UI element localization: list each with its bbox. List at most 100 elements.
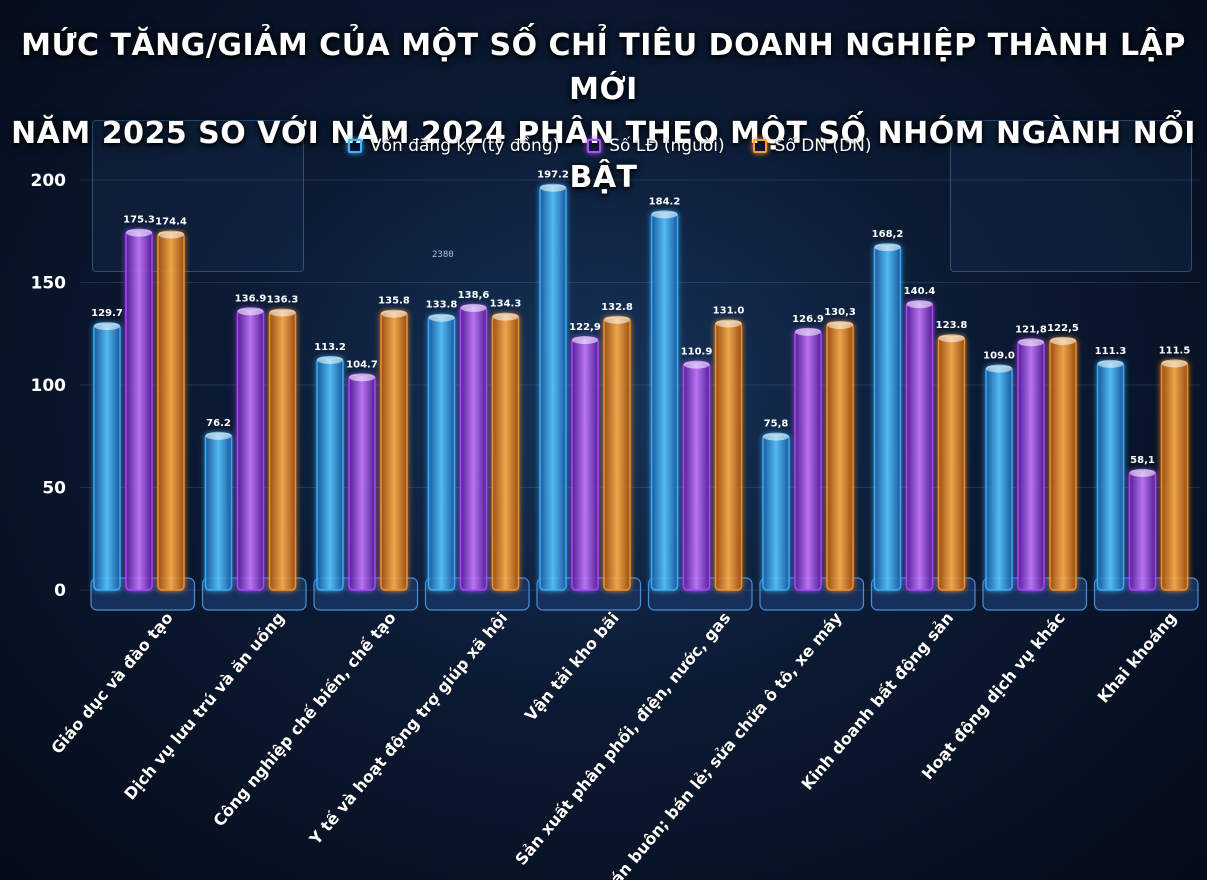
value-label-lao-dong: 122,9: [569, 322, 601, 333]
value-label-doanh-nghiep: 132.8: [601, 302, 633, 313]
bar-lao-dong: [905, 301, 934, 591]
value-label-von: 76.2: [206, 418, 231, 429]
bar-von: [873, 244, 902, 591]
bar-lao-dong: [1017, 339, 1045, 591]
legend-swatch-von: [348, 139, 362, 153]
bar-lao-dong: [682, 361, 711, 591]
bar-cap: [460, 303, 487, 312]
value-label-doanh-nghiep: 123.8: [936, 320, 968, 331]
value-label-doanh-nghiep: 136.3: [267, 295, 299, 306]
bar-doanh-nghiep: [157, 231, 185, 591]
y-tick-label: 0: [54, 581, 66, 601]
value-label-lao-dong: 58,1: [1130, 455, 1155, 466]
value-label-von: 113.2: [314, 342, 346, 353]
legend-label-von: Vốn đăng ký (tỷ đồng): [370, 136, 560, 156]
chart-title-line-1: MỨC TĂNG/GIẢM CỦA MỘT SỐ CHỈ TIÊU DOANH …: [21, 28, 1186, 107]
y-tick-label: 200: [31, 171, 67, 191]
bar-cap: [715, 319, 742, 328]
bar-von: [762, 433, 790, 591]
value-label-von: 168,2: [872, 229, 904, 240]
bar-cap: [763, 432, 789, 441]
bar-cap: [1129, 468, 1156, 477]
y-tick-label: 100: [31, 376, 67, 396]
value-label-lao-dong: 110.9: [681, 347, 713, 358]
x-category-label: Y tế và hoạt động trợ giúp xã hội: [305, 608, 511, 849]
bar-cap: [795, 327, 821, 336]
legend-item-von: Vốn đăng ký (tỷ đồng): [348, 136, 559, 156]
value-label-von: 197.2: [537, 170, 569, 181]
value-label-lao-dong: 136.9: [235, 293, 267, 304]
bar-lao-dong: [459, 305, 488, 591]
panel-number: 2380: [432, 250, 454, 260]
value-label-lao-dong: 140.4: [904, 286, 936, 297]
bar-cap: [572, 336, 598, 345]
y-tick-label: 50: [42, 479, 66, 499]
bar-lao-dong: [794, 329, 822, 591]
value-label-von: 129.7: [91, 308, 123, 319]
bar-doanh-nghiep: [1049, 338, 1077, 591]
bar-cap: [269, 308, 296, 317]
value-label-von: 133.8: [426, 300, 458, 311]
bar-von: [316, 357, 344, 591]
bar-doanh-nghiep: [491, 313, 520, 591]
bar-doanh-nghiep: [603, 317, 631, 591]
value-label-von: 184.2: [649, 196, 681, 207]
bar-von: [539, 184, 567, 591]
value-label-von: 109.0: [983, 351, 1015, 362]
bar-cap: [158, 230, 184, 239]
bar-cap: [906, 300, 933, 309]
bar-lao-dong: [236, 308, 265, 591]
y-tick-label: 150: [31, 274, 67, 294]
bar-cap: [492, 312, 519, 321]
chart-legend: Vốn đăng ký (tỷ đồng) Số LĐ (người) Số D…: [348, 136, 872, 156]
bar-cap: [381, 309, 407, 318]
value-label-doanh-nghiep: 131.0: [713, 305, 745, 316]
bar-cap: [540, 183, 566, 192]
bar-cap: [237, 307, 264, 316]
bar-cap: [986, 364, 1012, 373]
bar-lao-dong: [348, 374, 376, 591]
chart-title-line-2: NĂM 2025 SO VỚI NĂM 2024 PHÂN THEO MỘT S…: [11, 116, 1196, 195]
bar-cap: [604, 315, 630, 324]
bar-cap: [1097, 359, 1124, 368]
bar-doanh-nghiep: [714, 320, 743, 591]
value-label-lao-dong: 175.3: [123, 215, 155, 226]
value-label-doanh-nghiep: 122,5: [1047, 323, 1079, 334]
bar-von: [650, 211, 679, 591]
value-label-lao-dong: 126.9: [792, 314, 824, 325]
legend-swatch-lao-dong: [587, 139, 602, 153]
bar-cap: [938, 334, 965, 343]
bar-cap: [1161, 359, 1188, 368]
chart-title: MỨC TĂNG/GIẢM CỦA MỘT SỐ CHỈ TIÊU DOANH …: [0, 24, 1207, 200]
x-category-label: Sản xuất phân phối, điện, nước, gas: [511, 608, 734, 868]
x-category-label: Công nghiệp chế biến, chế tạo: [209, 608, 399, 830]
bar-cap: [349, 373, 375, 382]
value-label-von: 111.3: [1095, 346, 1127, 357]
value-label-doanh-nghiep: 130,3: [824, 307, 856, 318]
bar-doanh-nghiep: [380, 310, 408, 591]
bar-cap: [874, 243, 901, 252]
bar-von: [1096, 361, 1125, 591]
x-category-label: Vận tải kho bãi: [521, 608, 623, 724]
bar-von: [427, 314, 456, 591]
bar-cap: [428, 313, 455, 322]
value-label-doanh-nghiep: 134.3: [490, 299, 522, 310]
bar-doanh-nghiep: [1160, 360, 1189, 591]
bar-cap: [126, 228, 152, 237]
value-label-lao-dong: 138,6: [458, 290, 490, 301]
bar-von: [204, 433, 233, 591]
bar-cap: [205, 431, 232, 440]
bar-lao-dong: [1128, 470, 1157, 591]
legend-item-lao-dong: Số LĐ (người): [587, 136, 725, 156]
bar-cap: [827, 320, 853, 329]
value-label-doanh-nghiep: 135.8: [378, 296, 410, 307]
value-label-lao-dong: 104.7: [346, 359, 378, 370]
bar-cap: [317, 355, 343, 364]
bar-von: [985, 365, 1013, 591]
bar-doanh-nghiep: [268, 309, 297, 591]
bar-cap: [1050, 336, 1076, 345]
bar-lao-dong: [125, 229, 153, 591]
bar-cap: [94, 322, 120, 331]
world-map-panel-right: [950, 120, 1192, 272]
